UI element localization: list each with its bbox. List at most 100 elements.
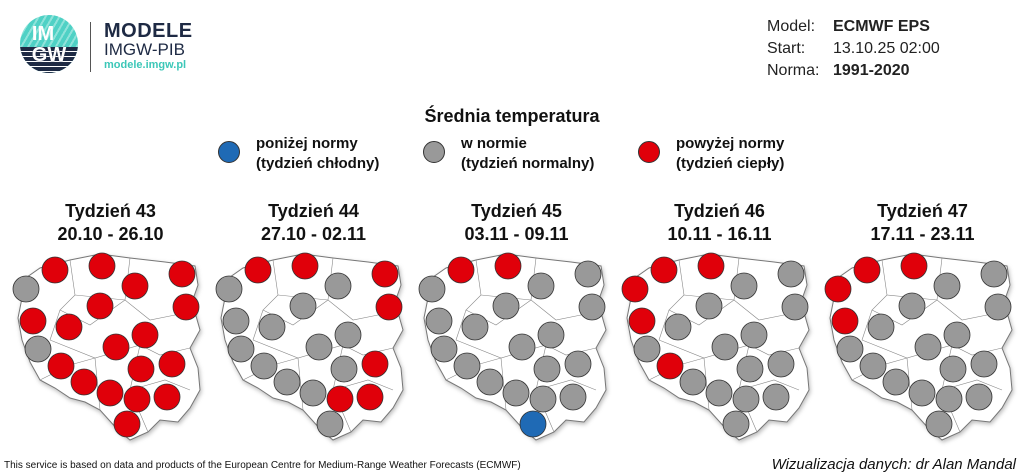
station-normal-marker [925,410,953,438]
station-normal-marker [935,385,963,413]
region-border [94,357,101,411]
station-normal-marker [12,275,40,303]
station-normal-marker [730,272,758,300]
station-normal-marker [502,379,530,407]
station-above-marker [447,256,475,284]
poland-map [215,252,404,441]
region-border [49,259,76,341]
station-normal-marker [316,410,344,438]
station-above-marker [158,350,186,378]
week-name: Tydzień 45 [471,201,562,221]
station-above-marker [131,321,159,349]
station-above-marker [371,260,399,288]
week-header: Tydzień 47 17.11 - 23.11 [821,200,1024,246]
station-normal-marker [695,292,723,320]
station-above-marker [55,313,83,341]
station-above-marker [494,252,522,280]
info-row: Norma: 1991-2020 [767,62,910,80]
station-normal-marker [227,335,255,363]
week-name: Tydzień 46 [674,201,765,221]
station-normal-marker [705,379,733,407]
legend-below-label: poniżej normy (tydzień chłodny) [256,134,379,174]
station-above-marker [127,355,155,383]
logo-divider [90,22,91,72]
station-normal-marker [273,368,301,396]
info-row: Start: 13.10.25 02:00 [767,40,940,58]
station-normal-marker [633,335,661,363]
station-normal-marker [836,335,864,363]
station-above-marker [47,352,75,380]
author-credit: Wizualizacja danych: dr Alan Mandal [771,456,1016,473]
station-normal-marker [24,335,52,363]
station-normal-marker [330,355,358,383]
imgw-logo: IM GW [20,15,78,73]
legend-above-dot [638,141,660,163]
station-normal-marker [965,383,993,411]
poland-map [12,252,201,441]
station-normal-marker [574,260,602,288]
poland-map [824,252,1013,441]
poland-map [621,252,810,441]
station-normal-marker [939,355,967,383]
legend-line2: (tydzień normalny) [461,155,595,172]
station-normal-marker [767,350,795,378]
station-normal-marker [492,292,520,320]
week-header: Tydzień 45 03.11 - 09.11 [415,200,618,246]
station-normal-marker [461,313,489,341]
station-normal-marker [250,352,278,380]
station-above-marker [628,307,656,335]
region-border [906,357,913,411]
station-normal-marker [289,292,317,320]
legend-line2: (tydzień chłodny) [256,155,380,172]
week-header: Tydzień 44 27.10 - 02.11 [212,200,415,246]
station-above-marker [356,383,384,411]
station-above-marker [650,256,678,284]
region-border [703,357,710,411]
logo-subtitle: IMGW-PIB [104,40,185,59]
station-above-marker [172,293,200,321]
legend-line1: poniżej normy [256,135,358,152]
station-normal-marker [334,321,362,349]
station-normal-marker [711,333,739,361]
station-normal-marker [679,368,707,396]
maps [12,252,1013,441]
station-above-marker [361,350,389,378]
station-above-marker [326,385,354,413]
station-normal-marker [732,385,760,413]
station-normal-marker [324,272,352,300]
station-normal-marker [258,313,286,341]
week-name: Tydzień 43 [65,201,156,221]
logo-url[interactable]: modele.imgw.pl [104,59,187,71]
station-normal-marker [882,368,910,396]
station-above-marker [168,260,196,288]
station-above-marker [19,307,47,335]
legend-line2: (tydzień ciepły) [676,155,785,172]
region-border [297,357,304,411]
station-normal-marker [222,307,250,335]
region-border [252,259,279,341]
region-border [658,259,685,341]
station-above-marker [88,252,116,280]
week-name: Tydzień 44 [268,201,359,221]
station-normal-marker [564,350,592,378]
station-normal-marker [762,383,790,411]
station-normal-marker [215,275,243,303]
region-border [861,259,888,341]
week-dates: 10.11 - 16.11 [667,224,772,244]
station-above-marker [244,256,272,284]
station-normal-marker [559,383,587,411]
legend-normal-label: w normie (tydzień normalny) [461,134,594,174]
station-normal-marker [777,260,805,288]
station-normal-marker [425,307,453,335]
station-normal-marker [980,260,1008,288]
station-above-marker [102,333,130,361]
station-above-marker [621,275,649,303]
week-header: Tydzień 43 20.10 - 26.10 [9,200,212,246]
station-above-marker [41,256,69,284]
station-normal-marker [984,293,1012,321]
week-dates: 17.11 - 23.11 [870,224,975,244]
legend-line1: w normie [461,135,527,152]
station-above-marker [123,385,151,413]
region-border [455,259,482,341]
station-normal-marker [508,333,536,361]
